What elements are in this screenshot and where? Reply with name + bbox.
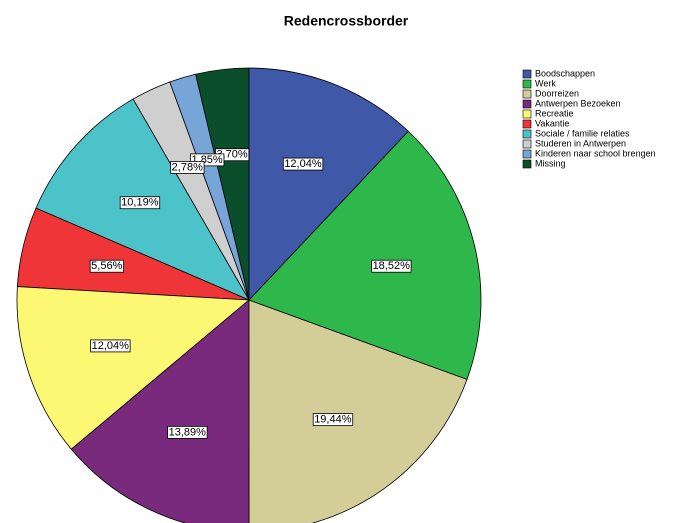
legend-label: Werk [535, 78, 556, 88]
legend-label: Kinderen naar school brengen [535, 148, 656, 158]
legend-swatch [522, 119, 532, 129]
data-label-text: 12,04% [284, 158, 322, 170]
data-label-text: 19,44% [314, 414, 352, 426]
data-label-box [312, 413, 354, 427]
legend-swatch [522, 89, 532, 99]
legend-label: Missing [535, 158, 566, 168]
legend-swatch [522, 149, 532, 159]
data-label: 19,44% [312, 413, 354, 427]
pie-slice [248, 130, 482, 380]
legend-label: Vakantie [535, 118, 569, 128]
pie-slice [248, 299, 468, 523]
data-label-box [371, 259, 412, 273]
data-label-text: 2,78% [172, 161, 203, 173]
data-label-text: 5,56% [91, 260, 122, 272]
legend-swatch [522, 69, 532, 79]
data-label: 18,52% [371, 259, 412, 273]
legend-swatch [522, 79, 532, 89]
data-label-box [90, 339, 131, 353]
pie-slice [16, 286, 251, 450]
chart-title: Redencrossborder [284, 13, 409, 29]
legend-swatch [522, 99, 532, 109]
data-label-box [282, 157, 324, 171]
pie-slice [248, 67, 409, 302]
data-label-text: 18,52% [373, 260, 411, 272]
legend-label: Recreatie [535, 108, 574, 118]
legend-swatch [522, 129, 532, 139]
legend-label: Antwerpen Bezoeken [535, 98, 621, 108]
data-label-text: 12,04% [92, 340, 130, 352]
data-label-box [119, 196, 161, 210]
legend-swatch [522, 139, 532, 149]
data-label: 5,56% [89, 259, 124, 273]
data-label: 2,78% [170, 161, 205, 174]
data-label: 10,19% [119, 196, 161, 210]
data-label: 13,89% [167, 425, 208, 439]
legend-label: Boodschappen [535, 68, 595, 78]
legend-label: Sociale / familie relaties [535, 128, 630, 138]
pie-slice [70, 299, 250, 523]
data-label-text: 13,89% [169, 426, 207, 438]
legend-swatch [522, 159, 532, 169]
data-label-box [89, 259, 124, 273]
data-label: 12,04% [90, 339, 131, 353]
legend-label: Doorreizen [535, 88, 579, 98]
data-label-text: 10,19% [121, 197, 159, 209]
legend-label: Studeren in Antwerpen [535, 138, 626, 148]
data-label-box [170, 161, 205, 174]
legend-swatch [522, 109, 532, 119]
data-label-box [167, 425, 208, 439]
data-label: 12,04% [282, 157, 324, 171]
